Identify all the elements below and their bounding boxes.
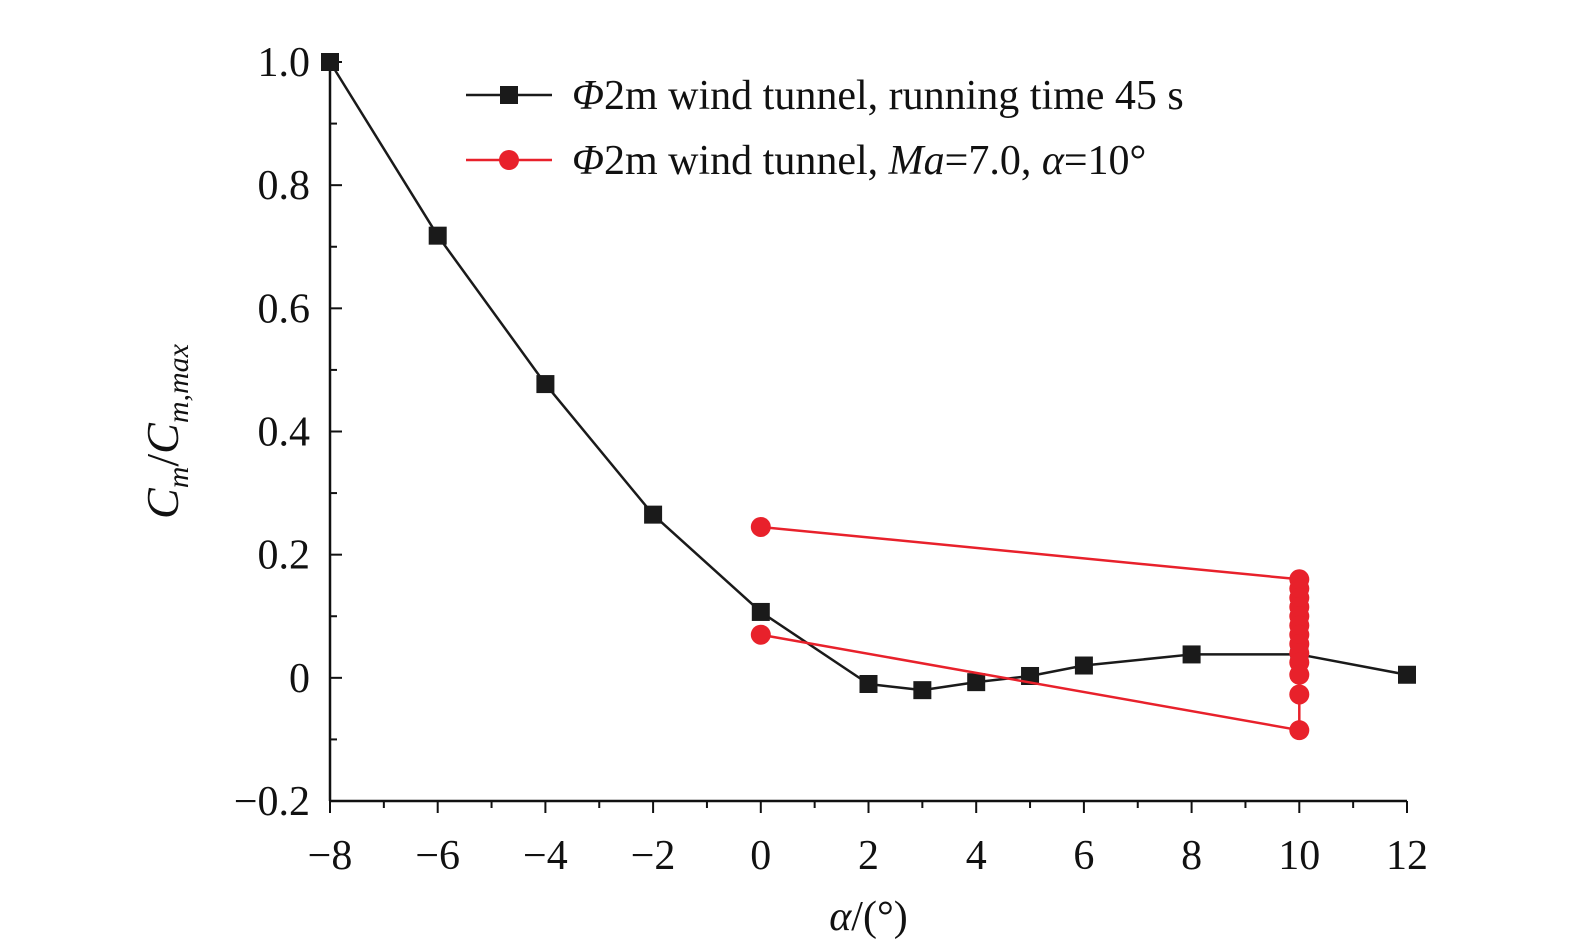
legend-1-label: Φ2m wind tunnel, running time 45 s [572, 73, 1184, 119]
x-tick-label: 6 [1073, 833, 1094, 879]
x-axis-title: α/(°) [829, 894, 907, 940]
x-tick-label: 8 [1181, 833, 1202, 879]
series-1-point [321, 53, 339, 71]
x-tick-label: 12 [1386, 833, 1428, 879]
series-2-point [750, 516, 771, 537]
legend-2-marker [499, 150, 519, 170]
x-tick-label: 0 [750, 833, 771, 879]
axes: −8 −6 −4 −2 0 2 4 6 8 10 12 −0.2 0 0.2 0.4 0.6 0.8 1.0 α/(… [137, 40, 1428, 940]
legend-2-label: Φ2m wind tunnel, Ma=7.0, α=10° [572, 138, 1146, 184]
series-1-point [1182, 645, 1201, 664]
series-1-point [751, 602, 770, 621]
series-2-point [1289, 720, 1310, 741]
series-1-point [644, 505, 663, 524]
series-2-point [1289, 684, 1310, 705]
y-tick-label: 1.0 [258, 40, 311, 86]
series-1-point [967, 673, 986, 692]
series-1-point [1074, 656, 1093, 675]
series-1-point [1398, 665, 1416, 684]
x-tick-label: 4 [966, 833, 987, 879]
series-layer [321, 53, 1416, 741]
y-tick-label: 0.8 [258, 163, 311, 209]
y-tick-label: 0.2 [258, 533, 311, 579]
series-2-point [1289, 664, 1310, 685]
legend-1-marker [500, 86, 518, 104]
y-tick-label: −0.2 [234, 779, 310, 825]
series-1-point [859, 674, 878, 693]
series-1-point [428, 226, 447, 245]
series-2-point [750, 624, 771, 645]
series-1-point [913, 681, 932, 700]
x-tick-label: 2 [858, 833, 879, 879]
x-tick-label: −2 [631, 833, 676, 879]
y-tick-label: 0.4 [258, 410, 311, 456]
y-axis-title: Cm/Cm,max [137, 343, 195, 519]
x-tick-label: −4 [523, 833, 568, 879]
y-tick-label: 0.6 [258, 286, 311, 332]
x-tick-label: 10 [1278, 833, 1320, 879]
x-tick-label: −8 [308, 833, 353, 879]
series-2-line [760, 525, 1301, 732]
y-tick-label: 0 [289, 656, 310, 702]
series-1-point [536, 375, 555, 394]
legend: Φ2m wind tunnel, running time 45 s Φ2m wi… [466, 73, 1184, 184]
x-tick-label: −6 [415, 833, 460, 879]
